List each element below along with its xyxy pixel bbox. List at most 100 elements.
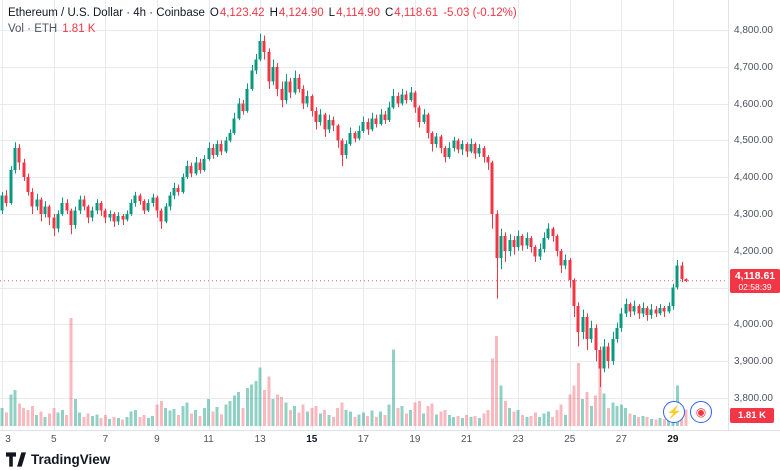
price-tick-label: 4,500.00 (734, 135, 773, 147)
volume-axis-tag: 1.81 K (730, 408, 774, 423)
candle-body (357, 131, 361, 139)
candle-body (404, 94, 408, 100)
candle-body (47, 206, 51, 218)
candle-body (138, 195, 142, 202)
volume-bar (207, 399, 211, 426)
volume-bar (228, 400, 232, 426)
time-tick-label: 9 (154, 434, 160, 445)
volume-bar (194, 409, 198, 426)
candle-body (314, 110, 318, 122)
volume-bar (121, 419, 125, 426)
volume-bar (155, 404, 159, 426)
volume-bar (426, 406, 430, 426)
candle-body (344, 144, 348, 156)
volume-bar (568, 394, 572, 426)
time-axis[interactable]: 3 5 7 9 11 13 15 17 19 21 23 25 27 29 (0, 430, 780, 449)
candle-body (662, 307, 666, 312)
candlestick-chart-canvas[interactable] (0, 0, 728, 430)
candle-body (90, 210, 94, 218)
volume-bar (297, 412, 301, 426)
candle-body (439, 136, 443, 148)
time-tick-label: 11 (203, 434, 214, 445)
candle-body (86, 206, 90, 218)
volume-bar (460, 417, 464, 426)
volume-bar (241, 408, 245, 426)
volume-bar (17, 403, 21, 426)
candle-body (172, 188, 176, 196)
price-tick-label: 4,800.00 (734, 25, 773, 36)
volume-bar (361, 412, 365, 426)
candle-body (271, 66, 275, 82)
volume-bar (417, 400, 421, 426)
volume-value: 1.81 K (62, 23, 96, 35)
volume-bar (232, 395, 236, 426)
candle-body (56, 214, 60, 229)
symbol-title[interactable]: Ethereum / U.S. Dollar · 4h · Coinbase (8, 7, 205, 19)
volume-bar (159, 400, 163, 426)
candle-body (409, 92, 413, 100)
volume-bar (73, 399, 77, 426)
candle-body (267, 52, 271, 82)
candle-body (645, 307, 649, 316)
volume-bar (9, 394, 13, 426)
price-tick-label: 3,800.00 (734, 393, 773, 404)
candle-body (675, 265, 679, 288)
volume-bar (340, 402, 344, 426)
volume-bar (189, 413, 193, 426)
volume-bar (43, 417, 47, 426)
candle-body (576, 306, 580, 332)
volume-bar (512, 411, 516, 426)
volume-bar (65, 415, 69, 426)
volume-label[interactable]: Vol · ETH (8, 23, 58, 35)
candle-body (585, 317, 589, 340)
lightning-icon[interactable]: ⚡ (663, 401, 685, 423)
volume-bar (215, 407, 219, 426)
volume-bar (473, 416, 477, 426)
volume-bar (198, 416, 202, 426)
volume-bar (108, 418, 112, 426)
candle-body (250, 70, 254, 89)
volume-bar (477, 417, 481, 426)
candle-body (288, 81, 292, 93)
volume-bar (357, 414, 361, 426)
volume-bar (275, 394, 279, 426)
change-value: -5.03 (-0.12%) (443, 7, 517, 19)
volume-bar (366, 416, 370, 426)
volume-bar (138, 417, 142, 426)
reaction-buttons: ⚡ ◉ (663, 401, 712, 423)
volume-bar (619, 404, 623, 426)
time-tick-label: 21 (460, 434, 473, 445)
volume-bar (594, 395, 598, 426)
candle-body (17, 147, 21, 163)
volume-bar (525, 417, 529, 426)
last-price-value: 4,118.61 (734, 269, 776, 282)
volume-bar (164, 408, 168, 426)
candle-body (275, 66, 279, 89)
volume-bar (520, 415, 524, 426)
volume-bar (456, 416, 460, 426)
volume-bar (262, 390, 266, 426)
candle-body (568, 260, 572, 281)
target-glyph: ◉ (695, 405, 707, 419)
price-tick-label: 4,200.00 (734, 245, 773, 257)
candle-body (284, 81, 288, 100)
time-tick-label: 29 (667, 434, 679, 445)
candle-body (340, 140, 344, 156)
candle-body (400, 94, 404, 104)
volume-bar (409, 409, 413, 426)
tradingview-logo[interactable]: TradingView (6, 452, 110, 467)
volume-bar (551, 417, 555, 426)
candle-body (512, 239, 516, 248)
candle-body (581, 317, 585, 332)
volume-bar (293, 406, 297, 426)
candle-body (95, 202, 99, 211)
chart-plot-area[interactable]: Ethereum / U.S. Dollar · 4h · Coinbase O… (0, 0, 728, 430)
volume-bar (387, 404, 391, 426)
target-icon[interactable]: ◉ (690, 401, 712, 423)
close-value: 4,118.61 (394, 7, 439, 19)
price-axis[interactable]: 4,118.61 02:58:39 1.81 K 4,800.00 4,700.0… (728, 0, 780, 430)
candle-body (508, 239, 512, 251)
volume-bar (546, 411, 550, 426)
volume-row: Vol · ETH 1.81 K (8, 21, 517, 37)
open-pair: O 4,123.42 (210, 5, 265, 21)
